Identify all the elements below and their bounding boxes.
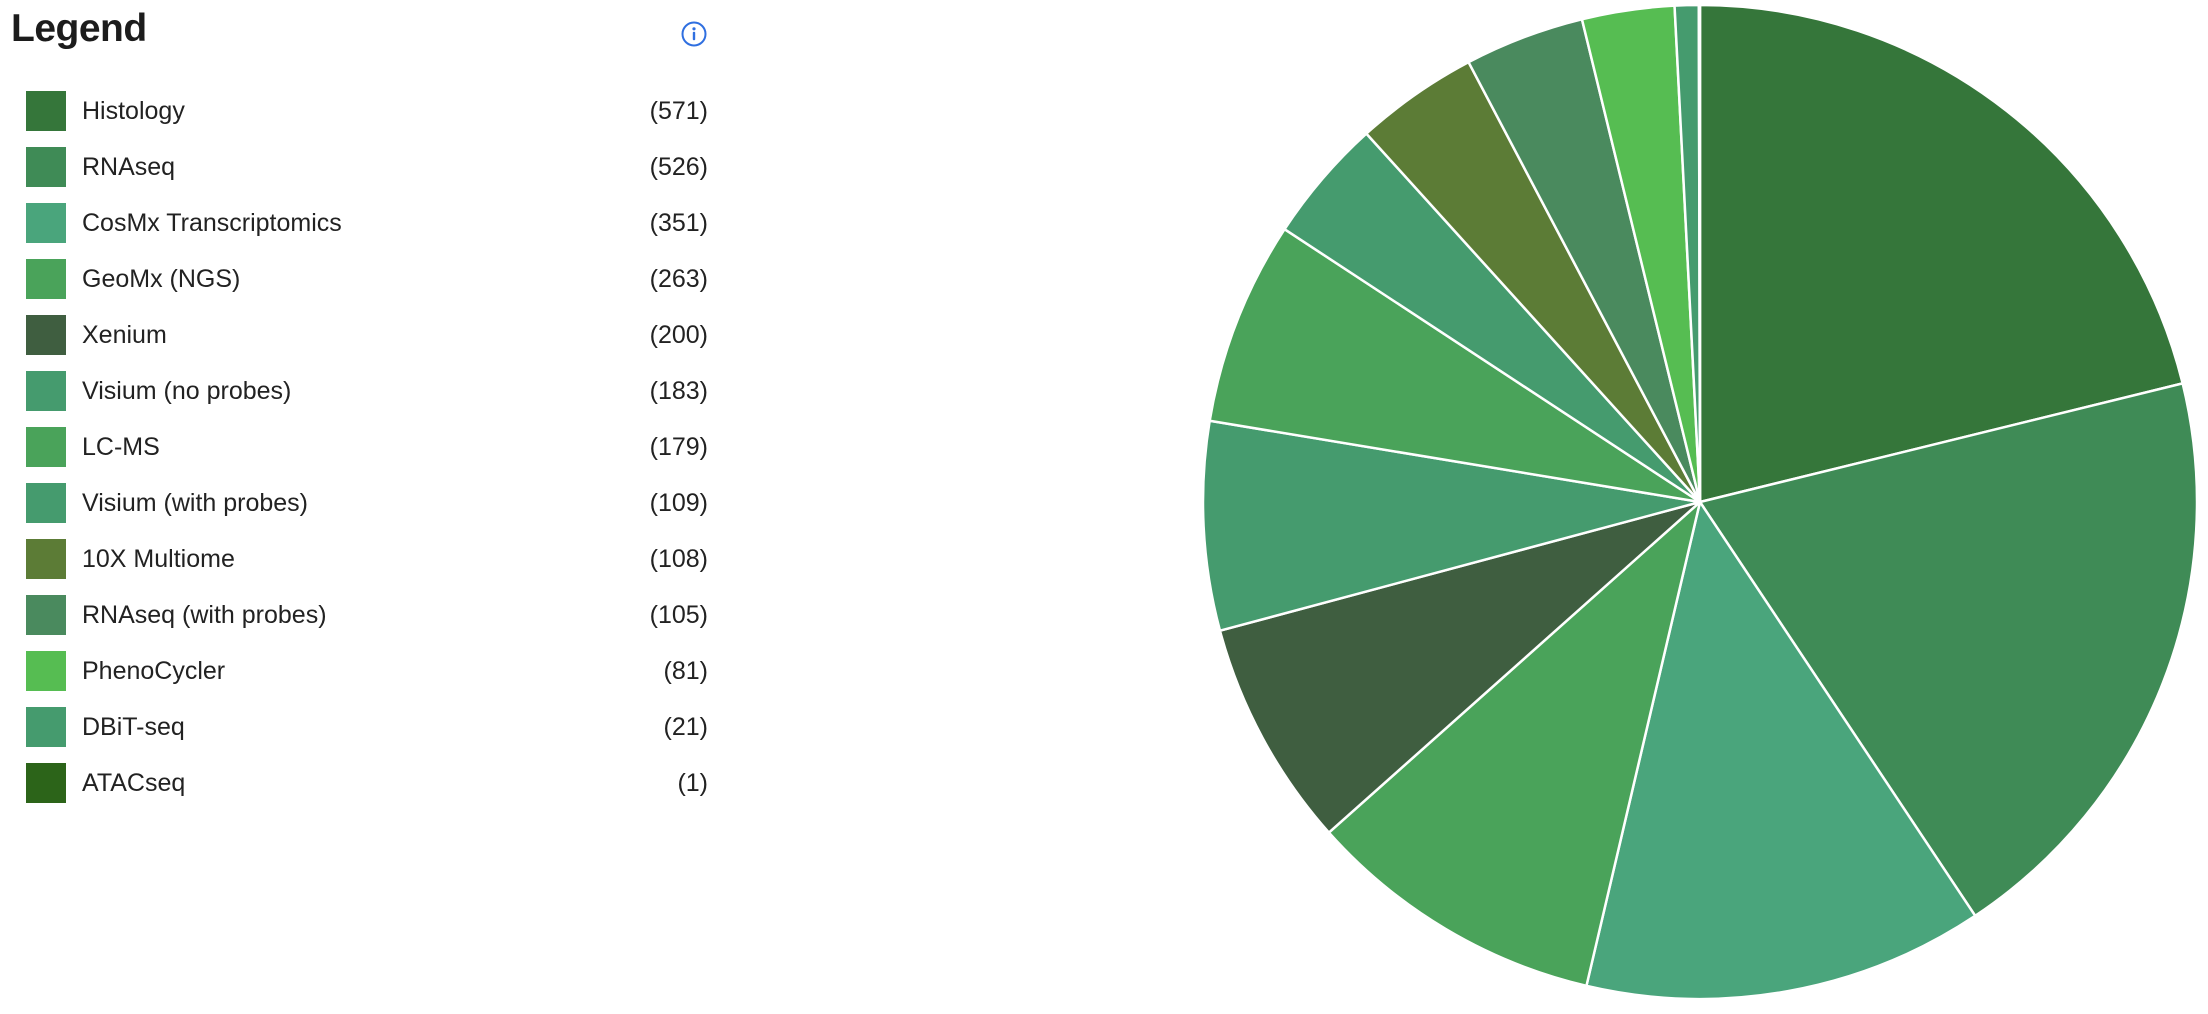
pie-slice-histology[interactable] (1698, 3, 2184, 504)
legend-item-cosmx-transcriptomics[interactable]: CosMx Transcriptomics (351) (26, 203, 708, 259)
legend-item-phenocycler[interactable]: PhenoCycler (81) (26, 651, 708, 707)
legend-title: Legend (11, 7, 147, 50)
pie-slice-geomx-ngs[interactable] (1327, 500, 1702, 988)
legend-label: 10X Multiome (82, 545, 235, 573)
legend-count: (108) (649, 545, 708, 573)
legend-count: (21) (663, 713, 708, 741)
legend-swatch (26, 539, 66, 579)
legend-count: (81) (663, 657, 708, 685)
legend-count: (109) (649, 489, 708, 517)
legend-swatch (26, 91, 66, 131)
legend-count: (351) (649, 209, 708, 237)
legend-count: (571) (649, 97, 708, 125)
legend-label: LC-MS (82, 433, 160, 461)
legend-list: Histology (571) RNAseq (526) CosMx Trans… (26, 91, 708, 819)
pie-slice-rnaseq[interactable] (1698, 382, 2199, 918)
legend-count: (183) (649, 377, 708, 405)
legend-swatch (26, 203, 66, 243)
legend-item-rnaseq[interactable]: RNAseq (526) (26, 147, 708, 203)
legend-label: RNAseq (82, 153, 176, 181)
legend-panel: Legend Histology (571) RNAseq (526) CosM… (0, 0, 720, 1014)
legend-label: Visium (no probes) (82, 377, 292, 405)
legend-item-geomx-ngs[interactable]: GeoMx (NGS) (263) (26, 259, 708, 315)
legend-count: (263) (649, 265, 708, 293)
pie-slice-xenium[interactable] (1218, 500, 1702, 834)
legend-swatch (26, 483, 66, 523)
legend-count: (200) (649, 321, 708, 349)
pie-slice-atacseq[interactable] (1697, 3, 1702, 504)
legend-item-rnaseq-with-probes[interactable]: RNAseq (with probes) (105) (26, 595, 708, 651)
legend-item-histology[interactable]: Histology (571) (26, 91, 708, 147)
legend-swatch (26, 651, 66, 691)
legend-label: Xenium (82, 321, 167, 349)
pie-chart-svg (1201, 3, 2199, 1001)
legend-swatch (26, 315, 66, 355)
legend-item-dbit-seq[interactable]: DBiT-seq (21) (26, 707, 708, 763)
legend-label: GeoMx (NGS) (82, 265, 241, 293)
info-icon[interactable] (681, 21, 707, 47)
legend-label: ATACseq (82, 769, 186, 797)
legend-swatch (26, 371, 66, 411)
legend-item-10x-multiome[interactable]: 10X Multiome (108) (26, 539, 708, 595)
legend-swatch (26, 147, 66, 187)
pie-slice-lc-ms[interactable] (1208, 227, 1702, 504)
legend-count: (105) (649, 601, 708, 629)
legend-label: DBiT-seq (82, 713, 185, 741)
legend-count: (179) (649, 433, 708, 461)
legend-label: Histology (82, 97, 185, 125)
legend-item-lc-ms[interactable]: LC-MS (179) (26, 427, 708, 483)
pie-slice-cosmx-transcriptomics[interactable] (1585, 500, 1977, 1001)
pie-chart (1190, 0, 2208, 1014)
legend-count: (526) (649, 153, 708, 181)
legend-swatch (26, 427, 66, 467)
legend-label: PhenoCycler (82, 657, 226, 685)
legend-label: CosMx Transcriptomics (82, 209, 342, 237)
legend-label: RNAseq (with probes) (82, 601, 327, 629)
legend-swatch (26, 707, 66, 747)
legend-item-atacseq[interactable]: ATACseq (1) (26, 763, 708, 819)
legend-count: (1) (677, 769, 708, 797)
legend-item-visium-no-probes[interactable]: Visium (no probes) (183) (26, 371, 708, 427)
legend-item-visium-with-probes[interactable]: Visium (with probes) (109) (26, 483, 708, 539)
legend-label: Visium (with probes) (82, 489, 309, 517)
pie-slice-visium-no-probes[interactable] (1201, 419, 1702, 632)
legend-item-xenium[interactable]: Xenium (200) (26, 315, 708, 371)
legend-swatch (26, 595, 66, 635)
legend-swatch (26, 763, 66, 803)
legend-swatch (26, 259, 66, 299)
